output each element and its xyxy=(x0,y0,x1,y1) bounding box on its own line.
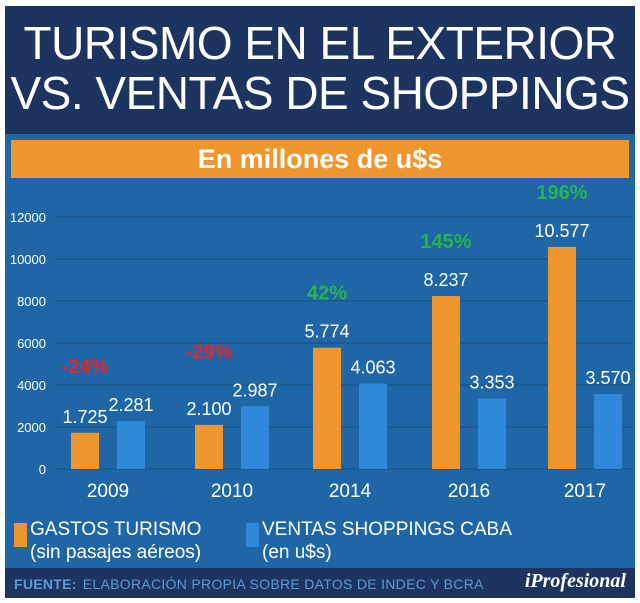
data-label-shoppings-2014: 4.063 xyxy=(350,358,395,378)
bar-turismo-2009 xyxy=(71,432,99,469)
change-label-2016: 145% xyxy=(420,231,471,253)
change-label-2017: 196% xyxy=(536,182,587,204)
legend-label-turismo: GASTOS TURISMO (sin pasajes aéreos) xyxy=(30,518,201,564)
legend-sublabel-shoppings: (en u$s) xyxy=(262,542,332,563)
bar-shoppings-2016 xyxy=(478,398,506,469)
change-label-2014: 42% xyxy=(307,283,347,305)
source-text: ELABORACIÓN PROPIA SOBRE DATOS DE INDEC … xyxy=(82,576,484,592)
title-header: TURISMO EN EL EXTERIOR VS. VENTAS DE SHO… xyxy=(5,6,635,134)
bar-shoppings-2017 xyxy=(594,394,622,469)
data-label-shoppings-2016: 3.353 xyxy=(469,373,514,393)
bar-turismo-2014 xyxy=(313,347,341,469)
change-label-2009: -24% xyxy=(62,356,109,378)
data-label-turismo-2009: 1.725 xyxy=(62,407,107,427)
legend-swatch-shoppings xyxy=(246,523,259,547)
data-label-shoppings-2017: 3.570 xyxy=(585,368,630,388)
bar-shoppings-2014 xyxy=(359,383,387,469)
data-label-turismo-2016: 8.237 xyxy=(423,270,468,290)
legend-name-shoppings: VENTAS SHOPPINGS CABA xyxy=(262,519,512,540)
title-line-2: VS. VENTAS DE SHOPPINGS xyxy=(10,67,630,119)
source-note: FUENTE: ELABORACIÓN PROPIA SOBRE DATOS DE… xyxy=(14,576,484,592)
y-tick-label-12000: 12000 xyxy=(10,210,46,225)
x-tick-label-2016: 2016 xyxy=(448,481,490,502)
bar-turismo-2017 xyxy=(548,246,576,469)
x-tick-label-2009: 2009 xyxy=(87,481,129,502)
footer-bar xyxy=(5,568,635,598)
data-label-shoppings-2010: 2.987 xyxy=(232,380,277,400)
legend-label-shoppings: VENTAS SHOPPINGS CABA (en u$s) xyxy=(262,518,512,564)
y-tick-label-2000: 2000 xyxy=(17,420,46,435)
data-label-turismo-2010: 2.100 xyxy=(186,399,231,419)
data-label-shoppings-2009: 2.281 xyxy=(108,395,153,415)
data-label-turismo-2017: 10.577 xyxy=(534,221,589,241)
legend-name-turismo: GASTOS TURISMO xyxy=(30,519,202,540)
bar-shoppings-2010 xyxy=(241,406,269,469)
y-tick-label-6000: 6000 xyxy=(17,336,46,351)
source-label: FUENTE: xyxy=(14,576,77,592)
bar-turismo-2016 xyxy=(432,296,460,469)
x-tick-label-2017: 2017 xyxy=(564,481,606,502)
brand-logo: iProfesional xyxy=(524,570,626,592)
change-label-2010: -29% xyxy=(186,341,233,363)
bar-turismo-2010 xyxy=(195,424,223,469)
y-tick-label-0: 0 xyxy=(39,462,46,477)
legend-swatch-turismo xyxy=(14,523,27,547)
title-line-1: TURISMO EN EL EXTERIOR xyxy=(23,17,617,69)
y-tick-label-10000: 10000 xyxy=(10,252,46,267)
bar-shoppings-2009 xyxy=(117,421,145,469)
data-label-turismo-2014: 5.774 xyxy=(304,322,349,342)
x-tick-label-2014: 2014 xyxy=(329,481,372,502)
y-tick-label-8000: 8000 xyxy=(17,294,46,309)
legend-sublabel-turismo: (sin pasajes aéreos) xyxy=(30,542,202,563)
y-tick-label-4000: 4000 xyxy=(17,378,46,393)
x-tick-label-2010: 2010 xyxy=(211,481,253,502)
units-subtitle: En millones de u$s xyxy=(11,140,629,178)
